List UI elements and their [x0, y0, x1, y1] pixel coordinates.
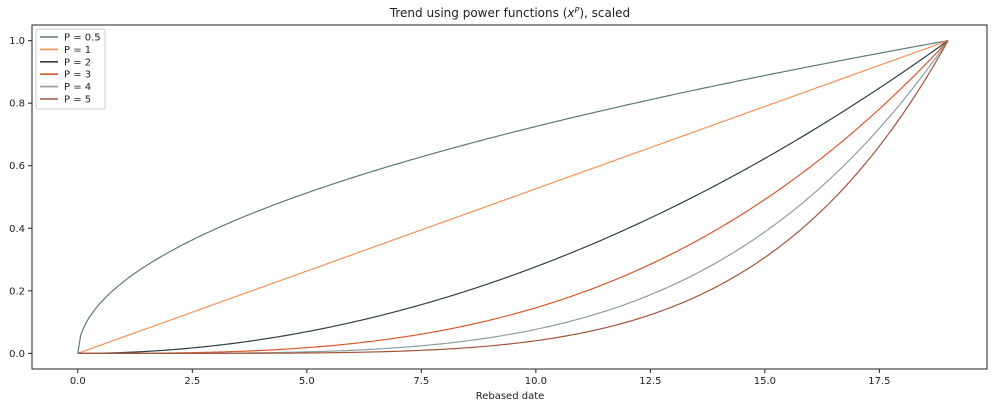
- y-tick-label: 0.8: [9, 99, 25, 110]
- legend-label: P = 4: [64, 82, 91, 93]
- plot-frame: [31, 24, 988, 370]
- x-axis-label: Rebased date: [476, 391, 545, 402]
- legend-label: P = 0.5: [64, 33, 101, 44]
- series-line: [77, 40, 949, 354]
- chart-title: Trend using power functions (xP), scaled: [389, 6, 630, 20]
- legend-label: P = 5: [64, 95, 91, 106]
- series-lines: [77, 40, 949, 354]
- legend-label: P = 1: [64, 45, 91, 56]
- x-tick-label: 17.5: [868, 376, 890, 387]
- y-tick-label: 0.2: [9, 286, 25, 297]
- legend-label: P = 3: [64, 70, 91, 81]
- x-tick-label: 0.0: [70, 376, 86, 387]
- x-tick-label: 2.5: [184, 376, 200, 387]
- series-line: [77, 40, 949, 354]
- x-tick-label: 10.0: [525, 376, 547, 387]
- series-line: [77, 40, 949, 354]
- x-tick-label: 7.5: [413, 376, 429, 387]
- x-axis: 0.0 2.5 5.0 7.5 10.0 12.5 15.0 17.5: [70, 369, 890, 387]
- y-tick-label: 0.6: [9, 161, 25, 172]
- legend: P = 0.5P = 1P = 2 P = 3P = 4 P = 5: [35, 28, 106, 110]
- series-line: [77, 40, 949, 354]
- x-tick-label: 15.0: [754, 376, 776, 387]
- legend-label: P = 2: [64, 57, 91, 68]
- series-line: [77, 40, 949, 354]
- x-tick-label: 12.5: [639, 376, 661, 387]
- y-tick-label: 0.0: [9, 349, 25, 360]
- x-tick-label: 5.0: [299, 376, 315, 387]
- y-tick-label: 0.4: [9, 224, 25, 235]
- y-tick-label: 1.0: [9, 36, 25, 47]
- y-axis: 0.0 0.2 0.4 0.6 0.8 1.0: [9, 36, 32, 360]
